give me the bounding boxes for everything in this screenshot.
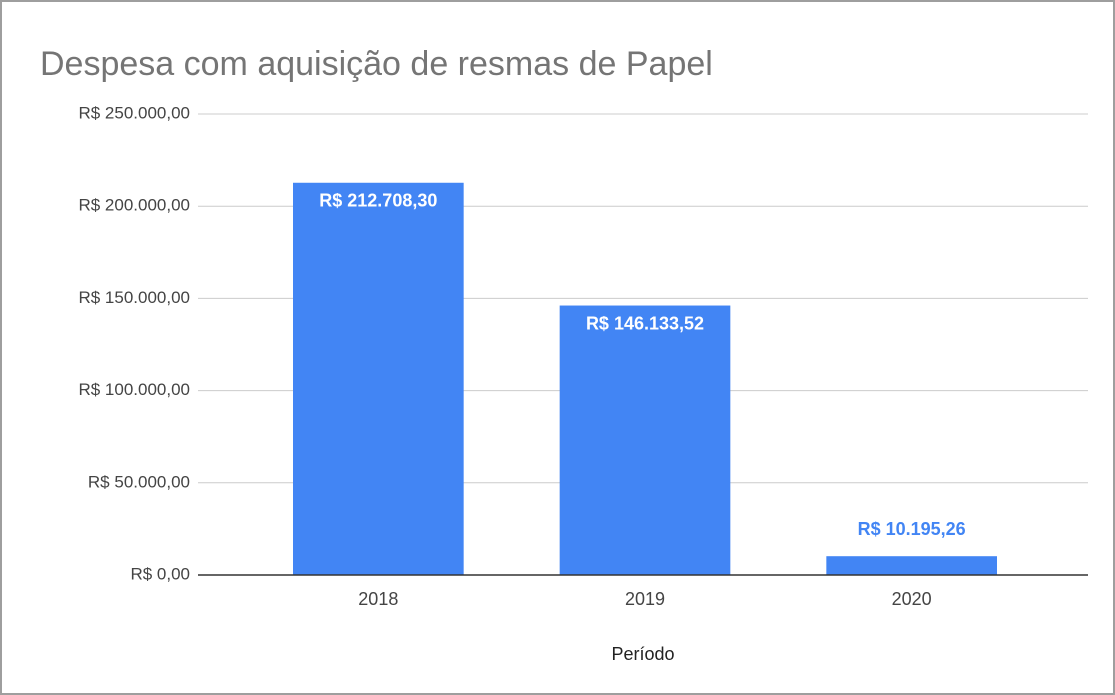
y-tick-label: R$ 50.000,00 bbox=[88, 472, 190, 491]
data-label: R$ 212.708,30 bbox=[319, 191, 437, 211]
y-tick-label: R$ 150.000,00 bbox=[78, 288, 190, 307]
chart-title: Despesa com aquisição de resmas de Papel bbox=[40, 45, 713, 83]
x-axis-label: Período bbox=[611, 644, 674, 664]
x-tick-label: 2020 bbox=[892, 589, 932, 609]
y-tick-label: R$ 0,00 bbox=[130, 564, 190, 583]
x-tick-label: 2019 bbox=[625, 589, 665, 609]
data-label: R$ 146.133,52 bbox=[586, 313, 704, 333]
x-tick-label: 2018 bbox=[358, 589, 398, 609]
bar bbox=[293, 182, 464, 575]
y-tick-label: R$ 200.000,00 bbox=[78, 196, 190, 215]
y-tick-label: R$ 100.000,00 bbox=[78, 380, 190, 399]
data-label: R$ 10.195,26 bbox=[858, 519, 966, 539]
bar bbox=[559, 305, 731, 575]
y-tick-label: R$ 250.000,00 bbox=[78, 103, 190, 122]
bar bbox=[826, 556, 997, 575]
